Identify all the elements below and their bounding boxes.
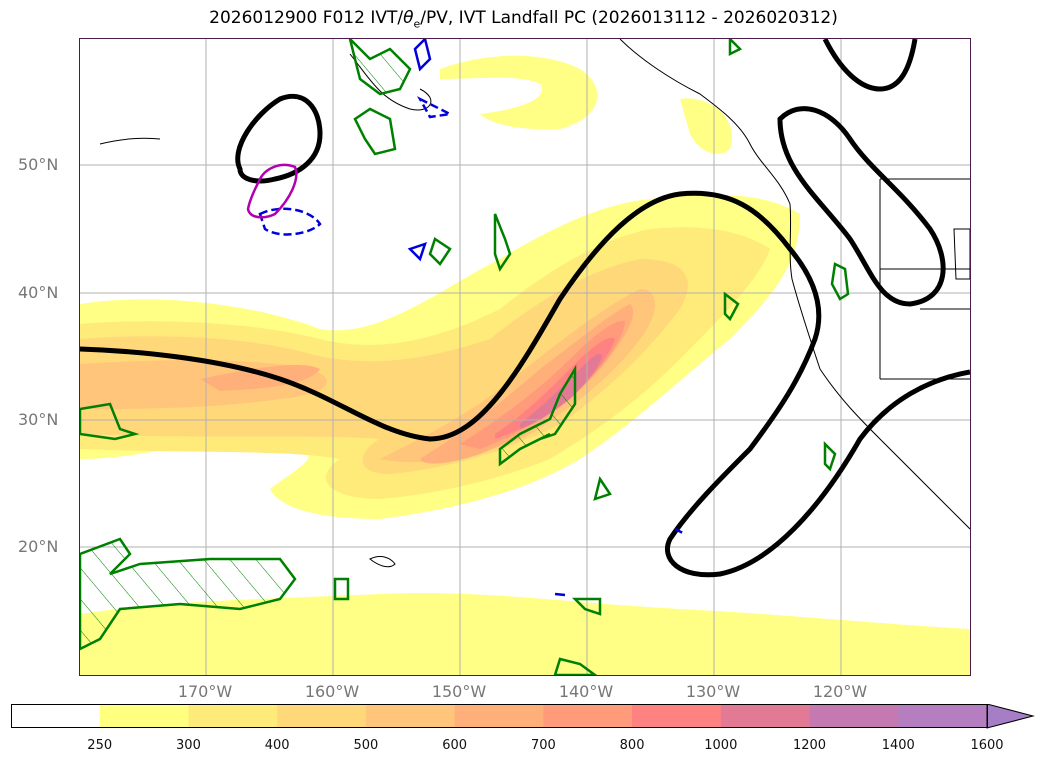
lon-label-140w: 140°W (558, 682, 614, 701)
colorbar-segment (720, 704, 811, 728)
colorbar-segment (454, 704, 544, 728)
colorbar-segment (632, 704, 722, 728)
colorbar-segment (11, 704, 101, 728)
figure-title: 2026012900 F012 IVT/θe/PV, IVT Landfall … (209, 8, 838, 31)
lat-label-40n: 40°N (18, 283, 59, 302)
coastlines (99, 39, 970, 568)
ivt-250-alaska (680, 98, 732, 154)
colorbar-segment (365, 704, 456, 728)
map-svg (80, 39, 970, 675)
colorbar-tick-label: 300 (176, 738, 201, 753)
pv-blue-contours (258, 39, 686, 597)
colorbar-extend-arrow (986, 704, 1035, 729)
colorbar-segment (543, 704, 633, 728)
colorbar-tick-label: 800 (619, 738, 645, 753)
colorbar-tick-label: 700 (530, 738, 556, 753)
lon-label-150w: 150°W (431, 682, 487, 701)
colorbar-outline (11, 704, 988, 728)
colorbar-tick-label: 250 (87, 738, 113, 753)
colorbar-tick-label: 500 (353, 738, 379, 753)
ivt-shading (80, 55, 970, 675)
colorbar-tick-label: 1400 (881, 738, 915, 753)
height-contours (80, 39, 970, 578)
colorbar-segment (277, 704, 367, 728)
colorbar-tick-label: 1600 (970, 738, 1004, 753)
lat-label-20n: 20°N (18, 537, 59, 556)
map-panel (79, 38, 971, 676)
colorbar-tick-label: 400 (264, 738, 290, 753)
lon-label-120w: 120°W (812, 682, 868, 701)
lon-label-130w: 130°W (685, 682, 741, 701)
lon-label-170w: 170°W (177, 682, 233, 701)
lat-label-30n: 30°N (18, 410, 59, 429)
colorbar-segment (898, 704, 988, 728)
ivt-colorbar (11, 704, 1035, 729)
lat-label-50n: 50°N (18, 155, 59, 174)
pv-magenta-contours (246, 163, 298, 219)
pv-green-contours (80, 39, 850, 675)
ivt-250-south (80, 592, 970, 675)
colorbar-tick-label: 1000 (704, 738, 738, 753)
colorbar-segment (809, 704, 899, 728)
colorbar-tick-label: 600 (442, 738, 468, 753)
lon-label-160w: 160°W (304, 682, 360, 701)
ivt-1000 (495, 337, 615, 439)
ivt-800 (460, 320, 625, 449)
ivt-250-north (440, 55, 598, 130)
colorbar-segment (99, 704, 189, 728)
colorbar-segment (188, 704, 278, 728)
gridlines (80, 39, 970, 675)
colorbar-tick-label: 1200 (792, 738, 827, 753)
